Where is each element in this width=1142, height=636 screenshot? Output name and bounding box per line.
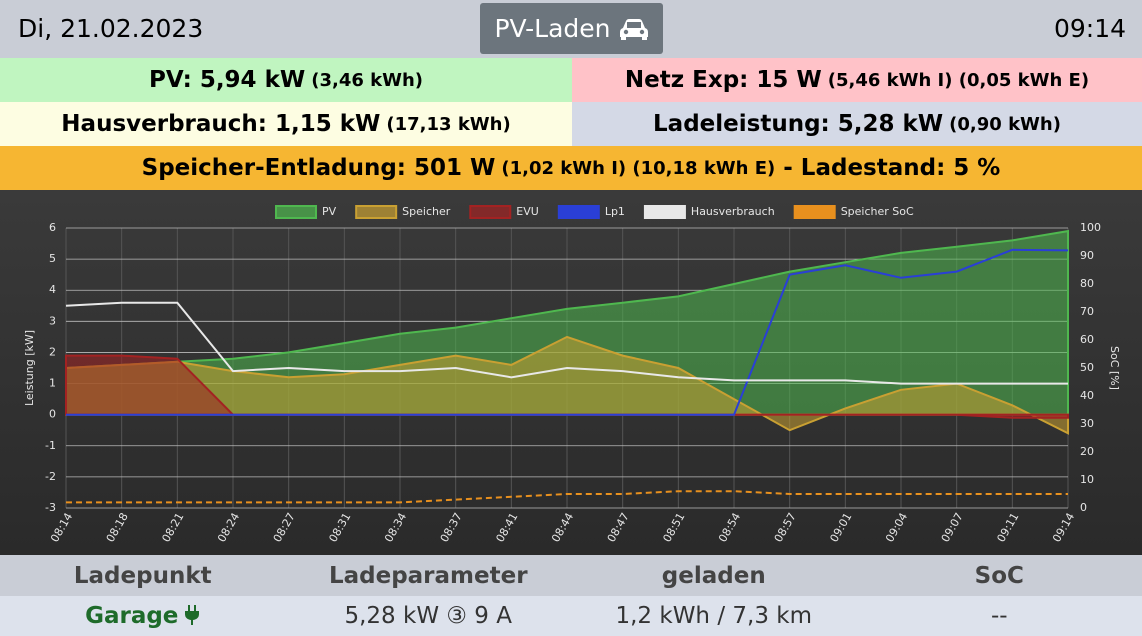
house-main: Hausverbrauch: 1,15 kW xyxy=(61,111,381,137)
legend-swatch xyxy=(469,205,512,219)
x-tick-label: 08:44 xyxy=(549,511,576,545)
legend-swatch xyxy=(557,205,600,219)
x-tick-label: 08:24 xyxy=(215,511,242,545)
table-cell: Garage xyxy=(0,603,286,629)
table-row: Garage 5,28 kW ③ 9 A 1,2 kWh / 7,3 km -- xyxy=(0,596,1142,636)
x-tick-label: 08:51 xyxy=(660,511,687,545)
x-tick-label: 08:31 xyxy=(326,511,353,545)
info-row: Speicher-Entladung: 501 W (1,02 kWh I) (1… xyxy=(0,146,1142,190)
car-icon xyxy=(619,18,648,40)
table-cell: 5,28 kW ③ 9 A xyxy=(344,603,512,629)
x-tick-label: 08:21 xyxy=(159,511,186,545)
y2-tick-label: 80 xyxy=(1080,277,1094,290)
y2-tick-label: 0 xyxy=(1080,501,1087,514)
y-axis-label: Leistung [kW] xyxy=(23,330,36,406)
pv-info: PV: 5,94 kW (3,46 kWh) xyxy=(0,58,572,102)
column-header: Ladepunkt xyxy=(73,562,212,589)
info-row: Hausverbrauch: 1,15 kW (17,13 kWh) Ladele… xyxy=(0,102,1142,146)
legend-label: Speicher SoC xyxy=(841,205,914,218)
battery-main: Speicher-Entladung: 501 W xyxy=(141,155,496,181)
x-tick-label: 08:47 xyxy=(605,511,632,545)
y2-axis-label: SoC [%] xyxy=(1108,346,1121,390)
table-header: Ladepunkt Ladeparameter geladen SoC xyxy=(0,555,1142,596)
column-header: SoC xyxy=(974,562,1024,589)
y-tick-label: 0 xyxy=(49,408,56,421)
x-tick-label: 09:11 xyxy=(994,510,1021,544)
table-cell: 1,2 kWh / 7,3 km xyxy=(615,603,812,629)
x-tick-label: 08:18 xyxy=(104,511,131,545)
y-tick-label: -2 xyxy=(45,470,56,483)
column-header: geladen xyxy=(661,562,766,589)
y2-tick-label: 70 xyxy=(1080,305,1094,318)
x-tick-label: 08:57 xyxy=(772,511,799,545)
legend-swatch xyxy=(643,205,686,219)
y2-tick-label: 90 xyxy=(1080,249,1094,262)
x-tick-label: 08:27 xyxy=(271,511,298,545)
battery-tail: - Ladestand: 5 % xyxy=(783,155,1001,181)
charge-sub: (0,90 kWh) xyxy=(949,113,1061,135)
y-tick-label: -1 xyxy=(45,439,56,452)
legend-swatch xyxy=(275,205,317,219)
y2-tick-label: 60 xyxy=(1080,333,1094,346)
charge-info: Ladeleistung: 5,28 kW (0,90 kWh) xyxy=(572,102,1142,146)
header: Di, 21.02.2023 PV-Laden 09:14 xyxy=(0,0,1142,58)
x-tick-label: 08:14 xyxy=(48,511,75,545)
mode-label: PV-Laden xyxy=(494,14,611,43)
legend-label: PV xyxy=(322,205,337,218)
x-tick-label: 09:01 xyxy=(827,511,854,545)
y2-tick-label: 30 xyxy=(1080,417,1094,430)
y-tick-label: -3 xyxy=(45,501,56,514)
y-tick-label: 1 xyxy=(49,377,56,390)
grid-sub: (5,46 kWh I) (0,05 kWh E) xyxy=(827,69,1090,91)
y-tick-label: 5 xyxy=(49,252,56,265)
pv-sub: (3,46 kWh) xyxy=(311,69,424,91)
legend-label: Hausverbrauch xyxy=(691,205,775,218)
column-header: Ladeparameter xyxy=(328,562,528,589)
x-tick-label: 08:54 xyxy=(716,511,743,545)
mode-button[interactable]: PV-Laden xyxy=(480,3,663,54)
legend-label: Lp1 xyxy=(605,205,625,218)
x-tick-label: 08:41 xyxy=(493,511,520,545)
y2-tick-label: 50 xyxy=(1080,361,1094,374)
series-line xyxy=(66,490,1068,504)
x-tick-label: 09:04 xyxy=(883,511,910,545)
battery-sub: (1,02 kWh I) (10,18 kWh E) xyxy=(501,157,776,179)
series-line xyxy=(66,248,1069,416)
y-tick-label: 3 xyxy=(49,314,56,327)
grid-main: Netz Exp: 15 W xyxy=(624,67,822,93)
x-tick-label: 09:14 xyxy=(1050,511,1077,545)
legend-swatch xyxy=(355,205,398,219)
table-cell: -- xyxy=(990,603,1008,629)
y-tick-label: 4 xyxy=(49,283,56,296)
date: Di, 21.02.2023 xyxy=(18,14,204,43)
battery-info: Speicher-Entladung: 501 W (1,02 kWh I) (1… xyxy=(0,146,1142,190)
chart: Leistung [kW] SoC [%] -3-2-1012345601020… xyxy=(0,190,1142,555)
y-tick-label: 2 xyxy=(49,345,56,358)
y-tick-label: 6 xyxy=(49,221,56,234)
time: 09:14 xyxy=(1053,14,1126,43)
y2-tick-label: 40 xyxy=(1080,389,1094,402)
legend-label: Speicher xyxy=(402,205,451,218)
legend-label: EVU xyxy=(516,205,539,218)
y2-tick-label: 10 xyxy=(1080,473,1094,486)
house-sub: (17,13 kWh) xyxy=(386,113,511,135)
x-tick-label: 08:37 xyxy=(438,511,465,545)
pv-main: PV: 5,94 kW xyxy=(148,67,306,93)
series-area xyxy=(65,335,1069,435)
grid-info: Netz Exp: 15 W (5,46 kWh I) (0,05 kWh E) xyxy=(572,58,1142,102)
y2-tick-label: 100 xyxy=(1080,221,1101,234)
x-tick-label: 09:07 xyxy=(939,511,966,545)
legend-swatch xyxy=(793,205,836,219)
charge-main: Ladeleistung: 5,28 kW xyxy=(653,111,944,137)
info-row: PV: 5,94 kW (3,46 kWh) Netz Exp: 15 W (5,4… xyxy=(0,58,1142,102)
x-tick-label: 08:34 xyxy=(382,511,409,545)
series-line xyxy=(65,301,1068,385)
y2-tick-label: 20 xyxy=(1080,445,1094,458)
plug-icon xyxy=(178,603,200,629)
house-info: Hausverbrauch: 1,15 kW (17,13 kWh) xyxy=(0,102,572,146)
